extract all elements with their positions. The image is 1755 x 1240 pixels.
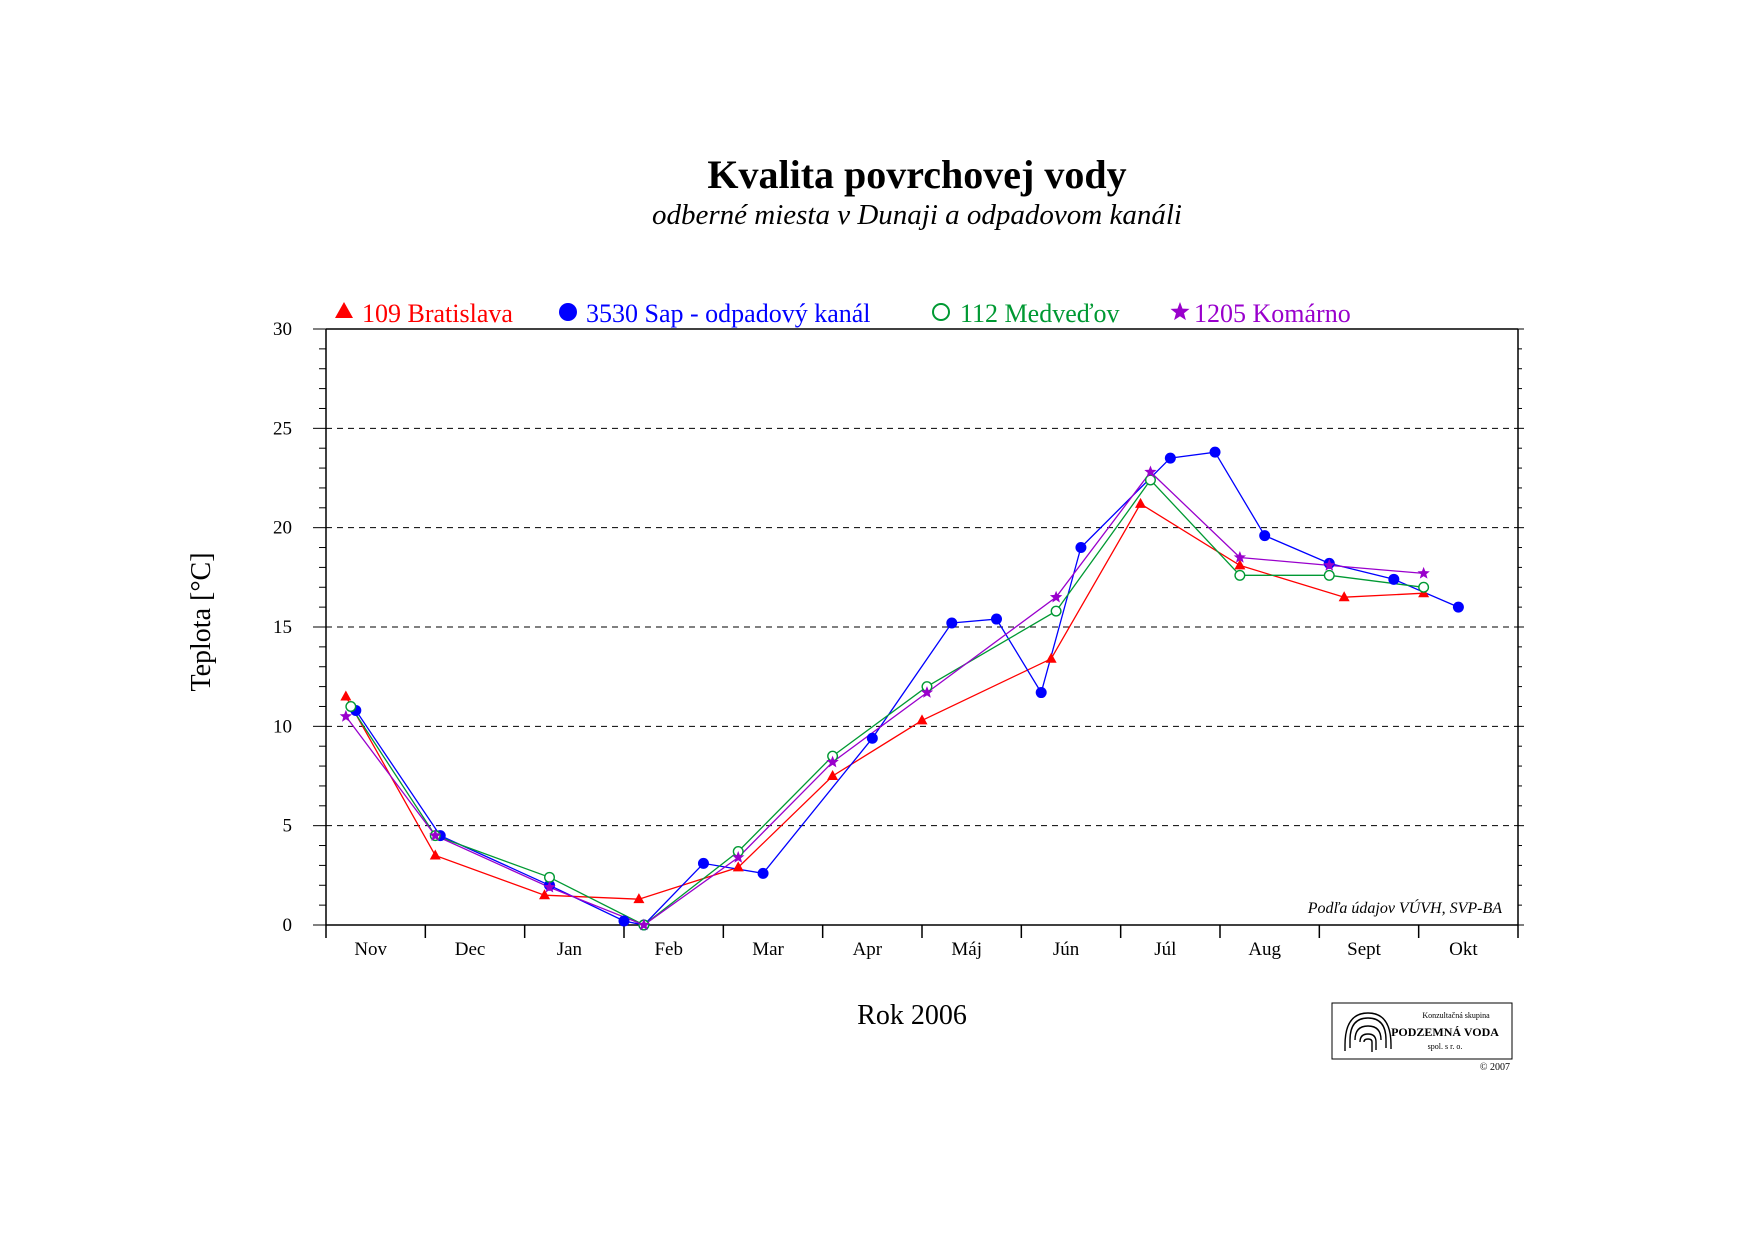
chart-subtitle: odberné miesta v Dunaji a odpadovom kaná… <box>652 199 1182 231</box>
data-point-s2-7 <box>1050 605 1062 617</box>
series-line-3 <box>345 471 1424 926</box>
legend-item-sap: 3530 Sap - odpadový kanál <box>559 299 871 328</box>
legend-item-bratislava: 109 Bratislava <box>335 299 513 328</box>
logo-name: PODZEMNÁ VODA <box>1391 1025 1499 1039</box>
data-point-s0-9 <box>1234 559 1246 570</box>
series-line-0 <box>345 502 1424 900</box>
legend-label-bratislava: 109 Bratislava <box>362 299 513 328</box>
data-point-s2-8 <box>1144 474 1156 486</box>
data-point-s2-10 <box>1323 569 1335 581</box>
data-point-s3-9 <box>1233 551 1246 563</box>
x-tick-label-6: Máj <box>951 939 982 960</box>
company-logo: Konzultačná skupina PODZEMNÁ VODA spol. … <box>1331 1002 1513 1073</box>
x-tick-label-7: Jún <box>1053 939 1080 960</box>
data-point-s3-5 <box>826 755 839 768</box>
data-point-s1-12 <box>1164 452 1176 464</box>
y-axis-title: Teplota [°C] <box>186 552 217 691</box>
data-point-s0-0 <box>340 690 352 701</box>
data-point-s0-10 <box>1338 591 1350 602</box>
data-point-s1-9 <box>991 613 1002 625</box>
data-point-s1-8 <box>946 617 958 629</box>
x-tick-label-11: Okt <box>1449 939 1478 960</box>
data-point-s1-6 <box>757 867 769 879</box>
legend-item-medvedov: 112 Medveďov <box>932 299 1120 328</box>
legend-marker-sap <box>559 303 577 321</box>
data-point-s3-1 <box>429 829 442 841</box>
data-point-s3-11 <box>1417 566 1430 579</box>
data-point-s1-14 <box>1259 530 1271 542</box>
y-tick-label-25: 25 <box>273 418 292 439</box>
logo-sub-text: spol. s r. o. <box>1428 1042 1463 1051</box>
data-point-s1-11 <box>1075 542 1087 554</box>
logo-top-text: Konzultačná skupina <box>1422 1011 1490 1020</box>
series-lines <box>345 451 1459 926</box>
y-tick-label-30: 30 <box>273 319 292 340</box>
logo-copyright: © 2007 <box>1480 1062 1510 1073</box>
x-tick-label-3: Feb <box>654 939 683 960</box>
x-tick-label-8: Júl <box>1154 939 1176 960</box>
data-point-s3-0 <box>339 709 352 722</box>
data-point-s1-3 <box>618 915 630 927</box>
data-point-s1-16 <box>1388 573 1400 585</box>
data-point-s3-8 <box>1144 465 1157 478</box>
data-point-s0-6 <box>916 714 928 725</box>
x-tick-label-5: Apr <box>853 939 883 960</box>
fingerprint-icon <box>1344 1012 1392 1052</box>
x-tick-label-0: Nov <box>354 939 387 960</box>
legend-label-medvedov: 112 Medveďov <box>960 299 1120 328</box>
data-point-s1-13 <box>1209 446 1221 458</box>
data-point-s0-4 <box>732 861 744 872</box>
data-point-s0-1 <box>429 849 441 860</box>
data-point-s0-2 <box>539 889 551 900</box>
legend: 109 Bratislava 3530 Sap - odpadový kanál… <box>335 299 1351 328</box>
y-tick-label-10: 10 <box>273 716 292 737</box>
y-tick-label-0: 0 <box>283 915 293 936</box>
data-point-s3-10 <box>1323 558 1336 571</box>
data-point-s1-17 <box>1452 601 1464 613</box>
axes: 0 5 10 15 20 25 30 Nov Dec Jan Feb Mar Apr Máj Jún Júl A… <box>273 319 1524 960</box>
gridlines <box>326 427 1518 827</box>
data-point-s1-5 <box>697 857 709 869</box>
y-tick-label-15: 15 <box>273 617 292 638</box>
x-tick-label-10: Sept <box>1347 939 1382 960</box>
legend-item-komarno: 1205 Komárno <box>1170 299 1351 328</box>
data-point-s0-8 <box>1135 497 1147 508</box>
y-tick-label-5: 5 <box>283 816 293 837</box>
data-point-s0-3 <box>633 893 645 904</box>
legend-marker-komarno <box>1170 302 1190 321</box>
source-note: Podľa údajov VÚVH, SVP-BA <box>1307 898 1502 917</box>
x-axis-title: Rok 2006 <box>857 1000 967 1031</box>
legend-marker-bratislava <box>335 302 353 318</box>
x-tick-label-2: Jan <box>557 939 583 960</box>
data-point-s3-3 <box>637 918 650 931</box>
series-line-1 <box>355 451 1459 926</box>
legend-label-komarno: 1205 Komárno <box>1194 299 1351 328</box>
data-point-s3-6 <box>920 686 934 698</box>
data-point-s3-4 <box>732 851 745 863</box>
chart-title: Kvalita povrchovej vody <box>707 152 1126 197</box>
data-point-s2-11 <box>1418 581 1430 593</box>
series-markers <box>339 446 1464 931</box>
x-tick-label-9: Aug <box>1248 939 1281 960</box>
x-tick-label-4: Mar <box>752 939 784 960</box>
data-point-s1-10 <box>1035 687 1047 699</box>
legend-marker-medvedov <box>932 303 950 321</box>
data-point-s0-5 <box>827 770 839 780</box>
data-point-s3-7 <box>1049 590 1063 603</box>
data-point-s2-9 <box>1234 569 1246 581</box>
data-point-s1-7 <box>866 732 878 744</box>
y-tick-label-20: 20 <box>273 518 292 539</box>
data-point-s2-2 <box>544 871 556 883</box>
legend-label-sap: 3530 Sap - odpadový kanál <box>586 299 871 328</box>
x-tick-label-1: Dec <box>455 939 486 960</box>
data-point-s3-2 <box>543 880 556 893</box>
data-point-s2-0 <box>345 700 357 712</box>
data-point-s0-7 <box>1045 652 1057 663</box>
series-line-2 <box>350 478 1424 926</box>
